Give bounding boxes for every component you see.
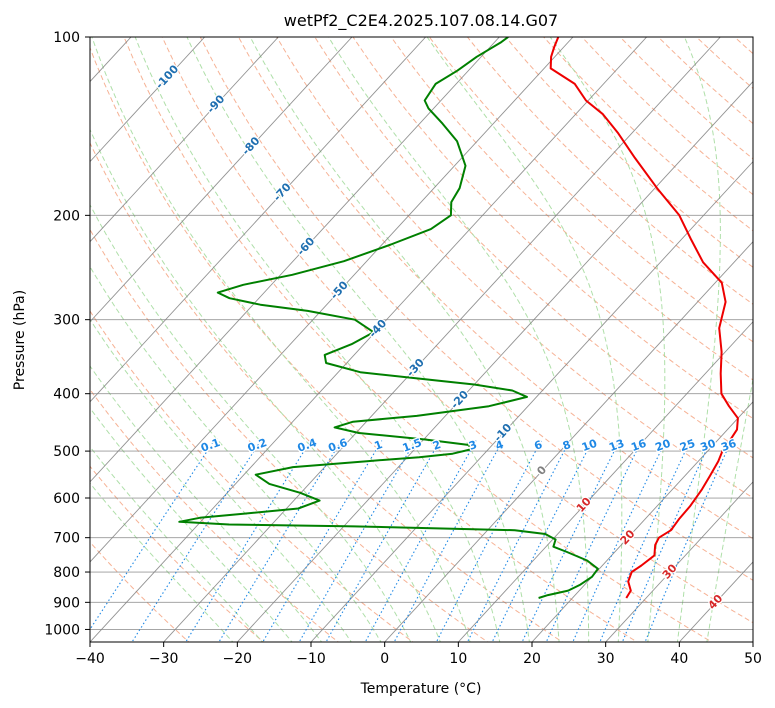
y-tick-label: 100 — [53, 30, 80, 46]
mixing-ratio-line — [364, 440, 477, 642]
mixing-ratio-line — [644, 440, 732, 642]
x-tick-label: 20 — [523, 651, 541, 667]
moist-adiabat — [90, 407, 293, 642]
x-tick-label: 10 — [449, 651, 467, 667]
mixing-ratio-line — [90, 440, 215, 631]
dry-adiabat — [276, 37, 753, 499]
y-tick-label: 800 — [53, 565, 80, 581]
isotherm-line — [310, 160, 753, 642]
x-tick-label: −10 — [296, 651, 326, 667]
x-tick-label: −30 — [149, 651, 179, 667]
dry-adiabat — [123, 37, 713, 642]
axes: −40 −30 −20 −10 0 10 20 30 40 50 100 200 300 400 500 60… — [44, 30, 762, 667]
mixing-ratio-line — [572, 440, 667, 642]
x-tick-label: 0 — [380, 651, 389, 667]
mixing-ratio-line — [393, 440, 504, 642]
mixing-ratio-line — [325, 440, 441, 642]
mixing-ratio-label: 20 — [654, 437, 673, 455]
y-tick-label: 1000 — [44, 622, 80, 638]
x-tick-label: 40 — [670, 651, 688, 667]
isotherm-line — [90, 37, 427, 403]
x-axis-title: Temperature (°C) — [360, 681, 482, 697]
mixing-ratio-line — [545, 440, 642, 642]
isotherm-line — [237, 80, 753, 642]
mixing-ratio-label: 0.6 — [327, 436, 350, 455]
isotherm-line — [90, 37, 279, 243]
x-tick-label: 50 — [744, 651, 762, 667]
isotherm-line — [458, 321, 753, 642]
isotherm-line — [90, 37, 500, 483]
isotherm-line — [605, 481, 753, 642]
y-tick-label: 600 — [53, 491, 80, 507]
y-tick-label: 900 — [53, 595, 80, 611]
dry-adiabat — [90, 142, 564, 642]
y-axis-title: Pressure (hPa) — [12, 290, 28, 390]
moist-adiabat — [90, 128, 441, 642]
isotherm-line — [90, 37, 648, 642]
x-tick-label: −20 — [223, 651, 253, 667]
mixing-ratio-line — [298, 440, 416, 642]
isotherm-line — [384, 241, 753, 642]
isotherm-line — [163, 37, 721, 642]
dry-adiabat — [390, 37, 753, 381]
isotherm-line — [90, 37, 353, 323]
isotherm-line — [531, 401, 753, 642]
temperature-profile-line — [549, 37, 739, 599]
mixing-ratio-line — [621, 440, 712, 642]
y-tick-label: 400 — [53, 387, 80, 403]
moist-adiabat — [90, 265, 382, 642]
y-tick-label: 500 — [53, 444, 80, 460]
isotherm-line — [90, 37, 206, 163]
moist-adiabat — [90, 203, 412, 642]
dewpoint-profile-line — [178, 37, 599, 599]
moist-adiabat — [90, 318, 352, 642]
y-tick-label: 300 — [53, 313, 80, 329]
x-tick-label: 30 — [597, 651, 615, 667]
chart-title: wetPf2_C2E4.2025.107.08.14.G07 — [284, 11, 558, 31]
moist-adiabat — [90, 446, 264, 642]
dry-adiabat — [90, 228, 489, 642]
y-tick-label: 200 — [53, 208, 80, 224]
moist-adiabat — [90, 482, 234, 642]
mixing-ratio-line — [435, 440, 542, 642]
dry-adiabat — [199, 37, 753, 581]
plot-area — [90, 37, 753, 642]
background-lines — [90, 37, 753, 642]
profile-lines — [178, 37, 739, 599]
mixing-ratio-line — [131, 440, 262, 642]
mixing-ratio-line — [262, 440, 383, 642]
dry-adiabat — [352, 37, 753, 420]
isotherm-line — [90, 37, 574, 563]
moist-adiabat — [90, 365, 323, 642]
dry-adiabat — [90, 388, 340, 642]
plot-frame — [89, 36, 754, 643]
dry-adiabat — [90, 465, 265, 642]
y-tick-label: 700 — [53, 531, 80, 547]
mixing-ratio-line — [218, 440, 342, 642]
x-tick-label: −40 — [75, 651, 105, 667]
dry-adiabat — [161, 37, 753, 624]
